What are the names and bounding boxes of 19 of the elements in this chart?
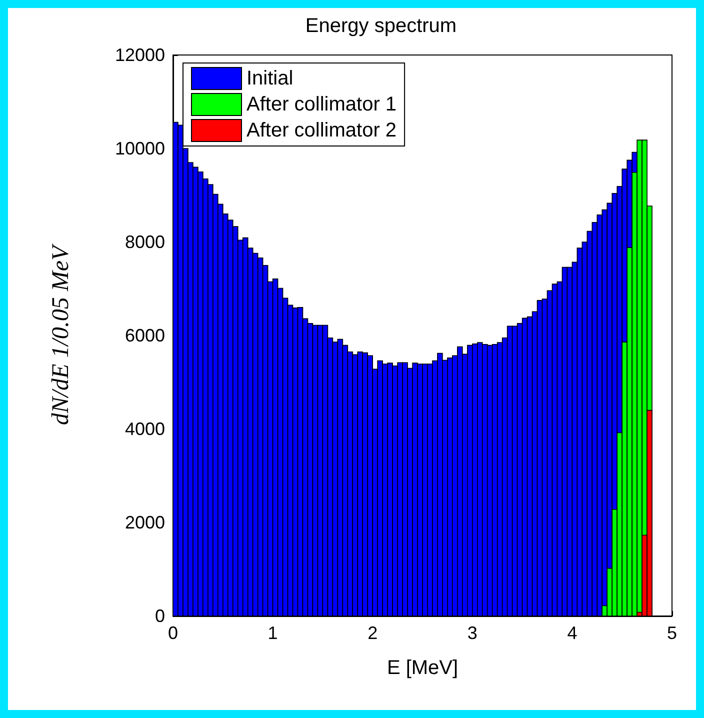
x-tick-label: 2 xyxy=(368,623,378,643)
y-tick-label: 0 xyxy=(154,606,165,626)
x-tick-label: 1 xyxy=(268,623,278,643)
x-tick-label: 3 xyxy=(467,623,478,643)
y-tick-label: 8000 xyxy=(124,232,165,252)
y-tick-label: 10000 xyxy=(114,138,165,158)
x-tick-label: 0 xyxy=(168,623,178,643)
y-tick-label: 6000 xyxy=(124,326,165,346)
chart-title: Energy spectrum xyxy=(305,15,457,37)
y-tick-label: 2000 xyxy=(124,512,165,532)
legend-label: After collimator 1 xyxy=(246,94,397,116)
y-tick-label: 12000 xyxy=(114,45,165,65)
x-tick-label: 4 xyxy=(567,623,578,643)
x-tick-label: 5 xyxy=(666,623,678,643)
legend-label: After collimator 2 xyxy=(246,120,397,142)
legend-label: Initial xyxy=(246,68,294,90)
y-tick-label: 4000 xyxy=(124,419,165,439)
y-axis-title: dN/dE 1/0.05 MeV xyxy=(48,244,74,426)
x-axis-title: E [MeV] xyxy=(386,657,458,679)
